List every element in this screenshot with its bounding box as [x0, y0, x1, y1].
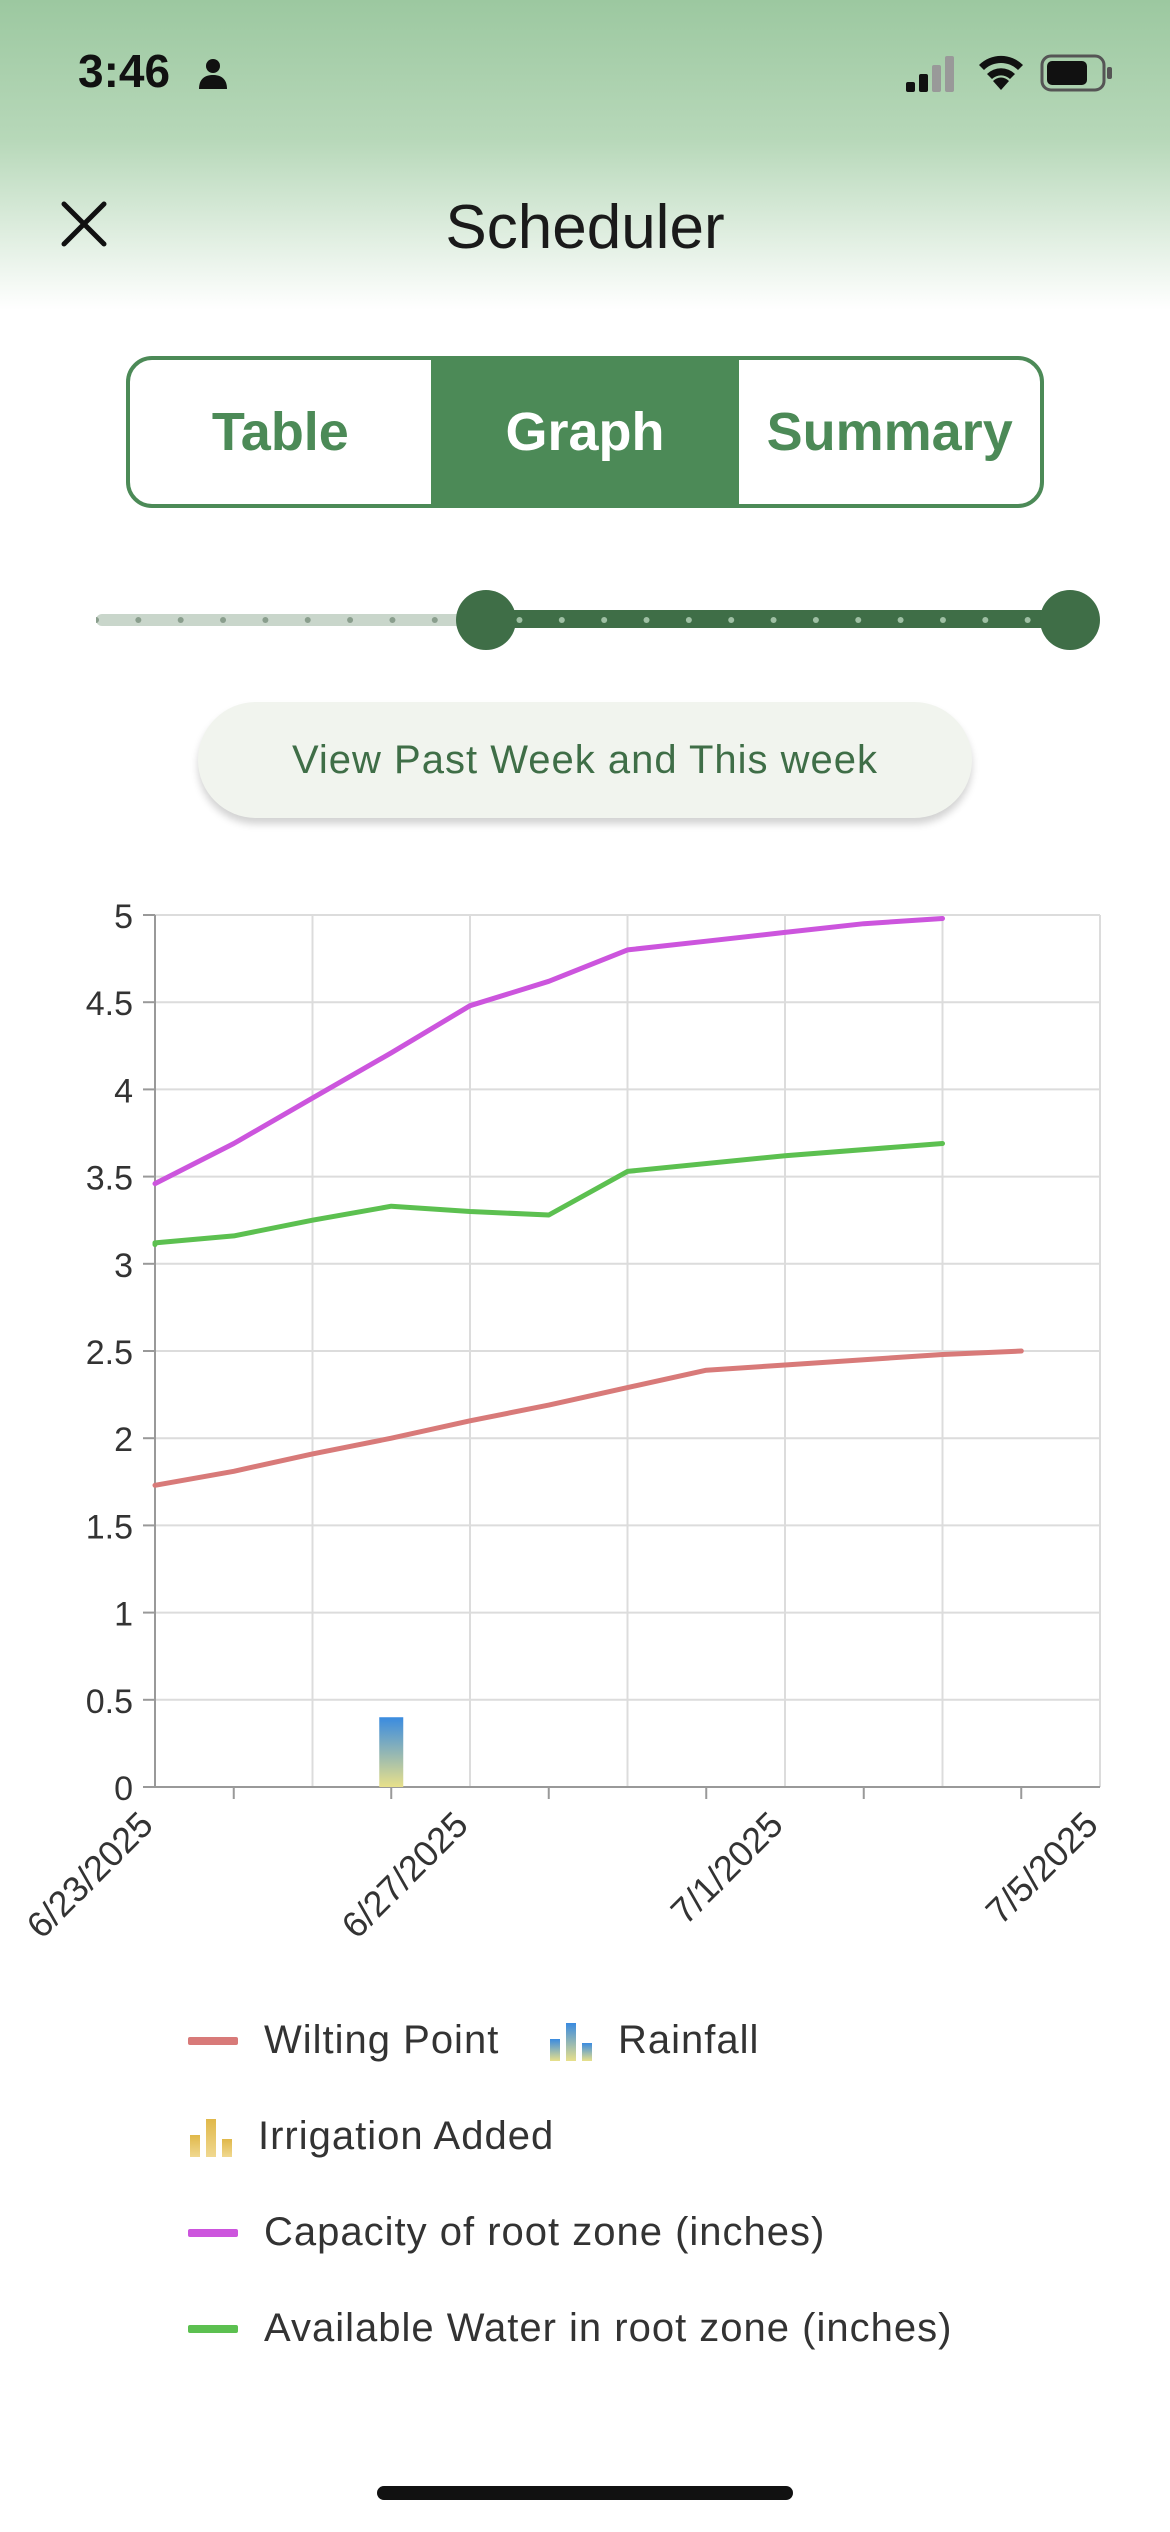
slider-tick	[96, 617, 99, 623]
y-tick-label: 1	[114, 1596, 133, 1634]
slider-tick	[558, 617, 565, 623]
y-tick-label: 2	[114, 1421, 133, 1459]
slider-tick	[389, 617, 396, 623]
legend-swatch-available-water	[188, 2324, 238, 2333]
x-tick-label: 6/23/2025	[18, 1804, 160, 1946]
water-balance-chart: 0 0.5 1 1.5 2 2.5 3 3.5 4 4.5 5 6/23/2025 6/27/2025 7…	[18, 898, 1106, 1946]
slider-tick	[177, 617, 184, 623]
legend-label: Available Water in root zone (inches)	[264, 2306, 953, 2350]
legend-item-rainfall: Rainfall	[548, 2018, 759, 2063]
tab-table[interactable]: Table	[211, 402, 349, 462]
slider-track-inactive	[96, 614, 486, 626]
irrigation-bars-icon	[190, 2118, 232, 2157]
legend-swatch-wilting-point	[188, 2036, 238, 2045]
view-mode-tabs: Table Graph Summary	[126, 356, 1044, 508]
y-tick-label: 4	[114, 1072, 133, 1110]
y-tick-label: 5	[114, 898, 133, 936]
slider-tick	[431, 617, 438, 623]
slider-tick	[982, 617, 989, 623]
legend-item-irrigation-added: Irrigation Added	[188, 2114, 554, 2159]
close-icon	[61, 201, 107, 247]
slider-tick	[770, 617, 777, 623]
x-tick-label: 7/1/2025	[663, 1804, 791, 1932]
slider-tick	[855, 617, 862, 623]
legend-label: Rainfall	[618, 2018, 760, 2062]
y-tick-label: 0	[114, 1770, 133, 1808]
slider-tick	[939, 617, 946, 623]
slider-tick	[643, 617, 650, 623]
page-title: Scheduler	[445, 193, 725, 262]
close-button[interactable]	[56, 196, 112, 252]
slider-tick	[1024, 617, 1031, 623]
y-tick-label: 1.5	[86, 1508, 133, 1546]
x-tick-label: 6/27/2025	[333, 1804, 475, 1946]
legend-item-wilting-point: Wilting Point	[188, 2018, 499, 2063]
y-tick-label: 0.5	[86, 1683, 133, 1721]
legend-swatch-capacity	[188, 2228, 238, 2237]
status-time: 3:46	[78, 45, 171, 97]
slider-thumb-end[interactable]	[1040, 590, 1100, 650]
slider-tick	[220, 617, 227, 623]
legend-item-available-water: Available Water in root zone (inches)	[188, 2306, 952, 2351]
tab-graph[interactable]: Graph	[430, 360, 736, 504]
wifi-icon	[979, 55, 1023, 90]
slider-tick	[516, 617, 523, 623]
series-line-wilting-point	[152, 1348, 1024, 1488]
legend-item-capacity: Capacity of root zone (inches)	[188, 2210, 825, 2255]
y-tick-label: 2.5	[86, 1334, 133, 1372]
date-range-slider[interactable]	[96, 584, 1100, 654]
legend-label: Irrigation Added	[258, 2114, 555, 2158]
slider-tick	[304, 617, 311, 623]
slider-tick	[685, 617, 692, 623]
legend-label: Capacity of root zone (inches)	[264, 2210, 826, 2254]
y-tick-label: 3	[114, 1247, 133, 1285]
slider-tick	[812, 617, 819, 623]
tab-summary[interactable]: Summary	[735, 360, 1040, 504]
header-background	[0, 0, 1170, 310]
person-icon	[199, 59, 227, 89]
slider-tick	[262, 617, 269, 623]
slider-tick	[728, 617, 735, 623]
y-tick-label: 4.5	[86, 985, 133, 1023]
slider-thumb-start[interactable]	[455, 590, 516, 650]
slider-tick	[347, 617, 354, 623]
slider-track-active	[485, 610, 1070, 628]
cellular-signal-icon	[906, 56, 954, 92]
rainfall-bar	[379, 1717, 404, 1787]
view-past-week-button[interactable]: View Past Week and This week	[198, 702, 972, 818]
rainfall-bars-icon	[550, 2022, 592, 2061]
slider-tick	[897, 617, 904, 623]
home-indicator	[377, 2486, 793, 2500]
y-tick-label: 3.5	[86, 1160, 133, 1198]
slider-tick-marks	[96, 617, 1073, 623]
legend-label: Wilting Point	[264, 2018, 500, 2062]
battery-icon	[1040, 54, 1112, 92]
series-line-capacity-of-root-zone-inches	[152, 916, 945, 1187]
slider-tick	[601, 617, 608, 623]
series-line-available-water-in-root-zone-inches	[152, 1141, 945, 1248]
slider-tick	[135, 617, 142, 623]
x-tick-label: 7/5/2025	[978, 1804, 1106, 1932]
